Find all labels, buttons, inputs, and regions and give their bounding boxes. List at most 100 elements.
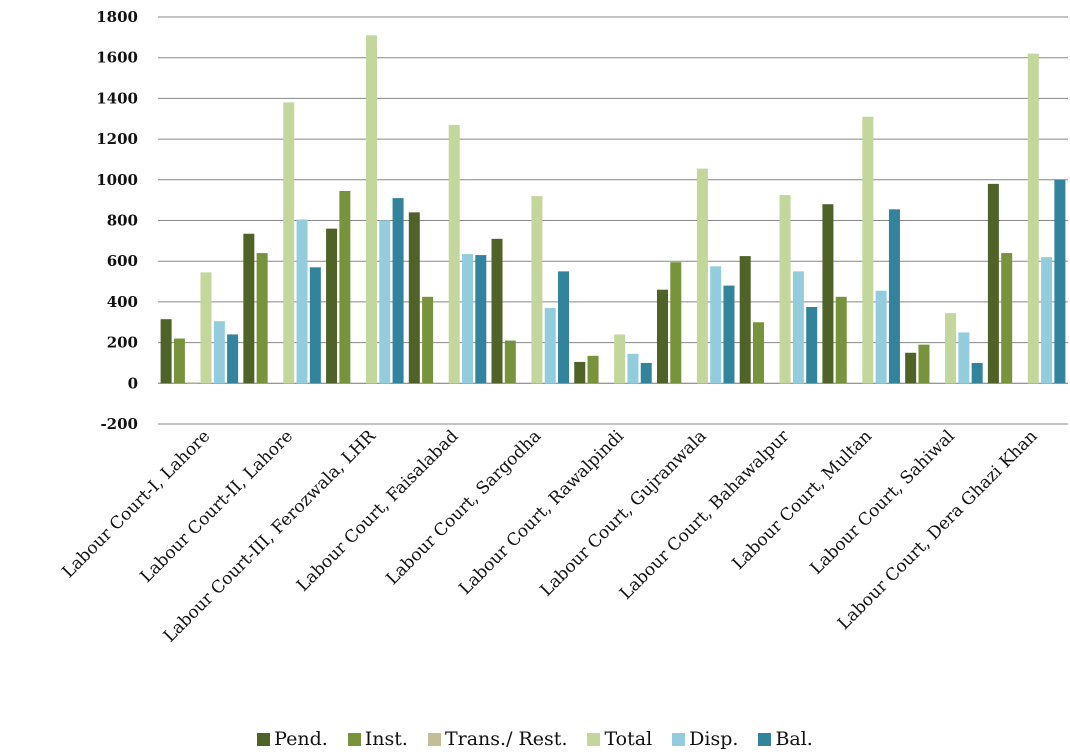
- bar: [475, 255, 487, 384]
- x-tick-label: Labour Court, Faisalabad: [293, 426, 462, 595]
- y-tick-label: 200: [107, 334, 138, 352]
- bar: [753, 322, 764, 384]
- bar: [422, 296, 434, 384]
- bar: [971, 362, 983, 384]
- bar: [491, 238, 503, 384]
- bar: [822, 204, 834, 384]
- gridlines: [158, 16, 1068, 425]
- legend-label: Total: [604, 728, 653, 750]
- bar: [888, 209, 900, 384]
- bar: [862, 116, 874, 384]
- legend-swatch: [587, 732, 601, 746]
- bar: [875, 290, 887, 384]
- legend-swatch: [427, 732, 441, 746]
- x-tick-label: Labour Court, Sargodha: [383, 426, 546, 589]
- bar: [958, 332, 970, 384]
- bar: [256, 253, 268, 384]
- y-tick-label: 0: [128, 374, 138, 392]
- y-axis-ticks: -200 0 200 400 600 800 1000 1200 1400 1600 1800: [96, 8, 138, 433]
- y-tick-label: 1200: [96, 130, 138, 148]
- bar: [1027, 53, 1039, 384]
- bar: [296, 219, 308, 384]
- x-tick-label: Labour Court, Multan: [729, 426, 877, 574]
- bar: [283, 102, 295, 384]
- bar: [640, 362, 652, 384]
- x-tick-label: Labour Court, Bahawalpur: [616, 426, 794, 604]
- bar: [792, 271, 804, 384]
- legend-item: Trans./ Rest.: [427, 728, 568, 750]
- bar: [243, 233, 255, 384]
- legend-swatch: [758, 732, 772, 746]
- bar: [945, 313, 957, 384]
- bar: [627, 353, 639, 384]
- bar: [987, 183, 999, 384]
- bar: [392, 198, 404, 384]
- bar: [187, 382, 199, 384]
- bars: [160, 35, 1066, 384]
- legend-label: Bal.: [775, 728, 813, 750]
- bar: [448, 124, 460, 384]
- legend-label: Disp.: [689, 728, 739, 750]
- bar: [544, 308, 556, 384]
- bar: [365, 35, 377, 384]
- bar-chart: -200 0 200 400 600 800 1000 1200 1400 1600 1800 La…: [59, 8, 1068, 647]
- legend-item: Inst.: [347, 728, 408, 750]
- bar: [835, 296, 847, 384]
- bar: [558, 271, 570, 384]
- legend-item: Disp.: [672, 728, 738, 750]
- bar: [587, 355, 599, 384]
- bar: [723, 285, 735, 384]
- bar: [1041, 257, 1053, 384]
- bar: [779, 195, 791, 384]
- bar: [806, 306, 818, 384]
- y-tick-label: -200: [100, 415, 138, 433]
- bar: [326, 228, 338, 384]
- bar: [408, 212, 420, 384]
- legend-item: Total: [587, 728, 652, 750]
- bar: [614, 334, 626, 384]
- y-tick-label: 1800: [96, 8, 138, 26]
- bar: [739, 256, 751, 384]
- bar: [213, 321, 225, 384]
- legend-label: Trans./ Rest.: [444, 728, 568, 750]
- bar: [160, 319, 172, 384]
- y-tick-label: 800: [107, 212, 138, 230]
- legend-swatch: [347, 732, 361, 746]
- bar: [339, 190, 351, 384]
- x-tick-label: Labour Court, Sahiwal: [807, 426, 959, 578]
- bar: [504, 340, 516, 384]
- bar: [1001, 253, 1013, 384]
- bar: [309, 267, 321, 384]
- y-tick-label: 400: [107, 293, 138, 311]
- legend-swatch: [257, 732, 271, 746]
- bar: [696, 168, 708, 384]
- bar: [531, 196, 543, 384]
- legend-label: Inst.: [364, 728, 408, 750]
- legend-item: Pend.: [257, 728, 328, 750]
- bar: [379, 220, 391, 384]
- bar: [574, 361, 586, 384]
- legend: Pend. Inst. Trans./ Rest. Total Disp. Bal.: [0, 727, 1070, 751]
- x-tick-label: Labour Court-II, Lahore: [137, 426, 297, 586]
- y-tick-label: 1600: [96, 49, 138, 67]
- legend-label: Pend.: [274, 728, 328, 750]
- legend-swatch: [672, 732, 686, 746]
- bar: [173, 338, 185, 384]
- x-tick-label: Labour Court, Gujranwala: [537, 426, 711, 600]
- y-tick-label: 1400: [96, 89, 138, 107]
- bar: [200, 272, 212, 384]
- bar: [462, 254, 473, 384]
- bar: [905, 352, 917, 384]
- bar: [656, 289, 668, 384]
- x-tick-label: Labour Court, Rawalpindi: [455, 426, 628, 599]
- x-tick-label: Labour Court-I, Lahore: [59, 426, 215, 582]
- y-tick-label: 600: [107, 252, 138, 270]
- bar: [1054, 179, 1066, 384]
- bar: [710, 266, 722, 384]
- bar: [670, 262, 682, 384]
- legend-item: Bal.: [758, 728, 813, 750]
- bar: [918, 344, 930, 384]
- y-tick-label: 1000: [96, 171, 138, 189]
- bar: [227, 334, 239, 384]
